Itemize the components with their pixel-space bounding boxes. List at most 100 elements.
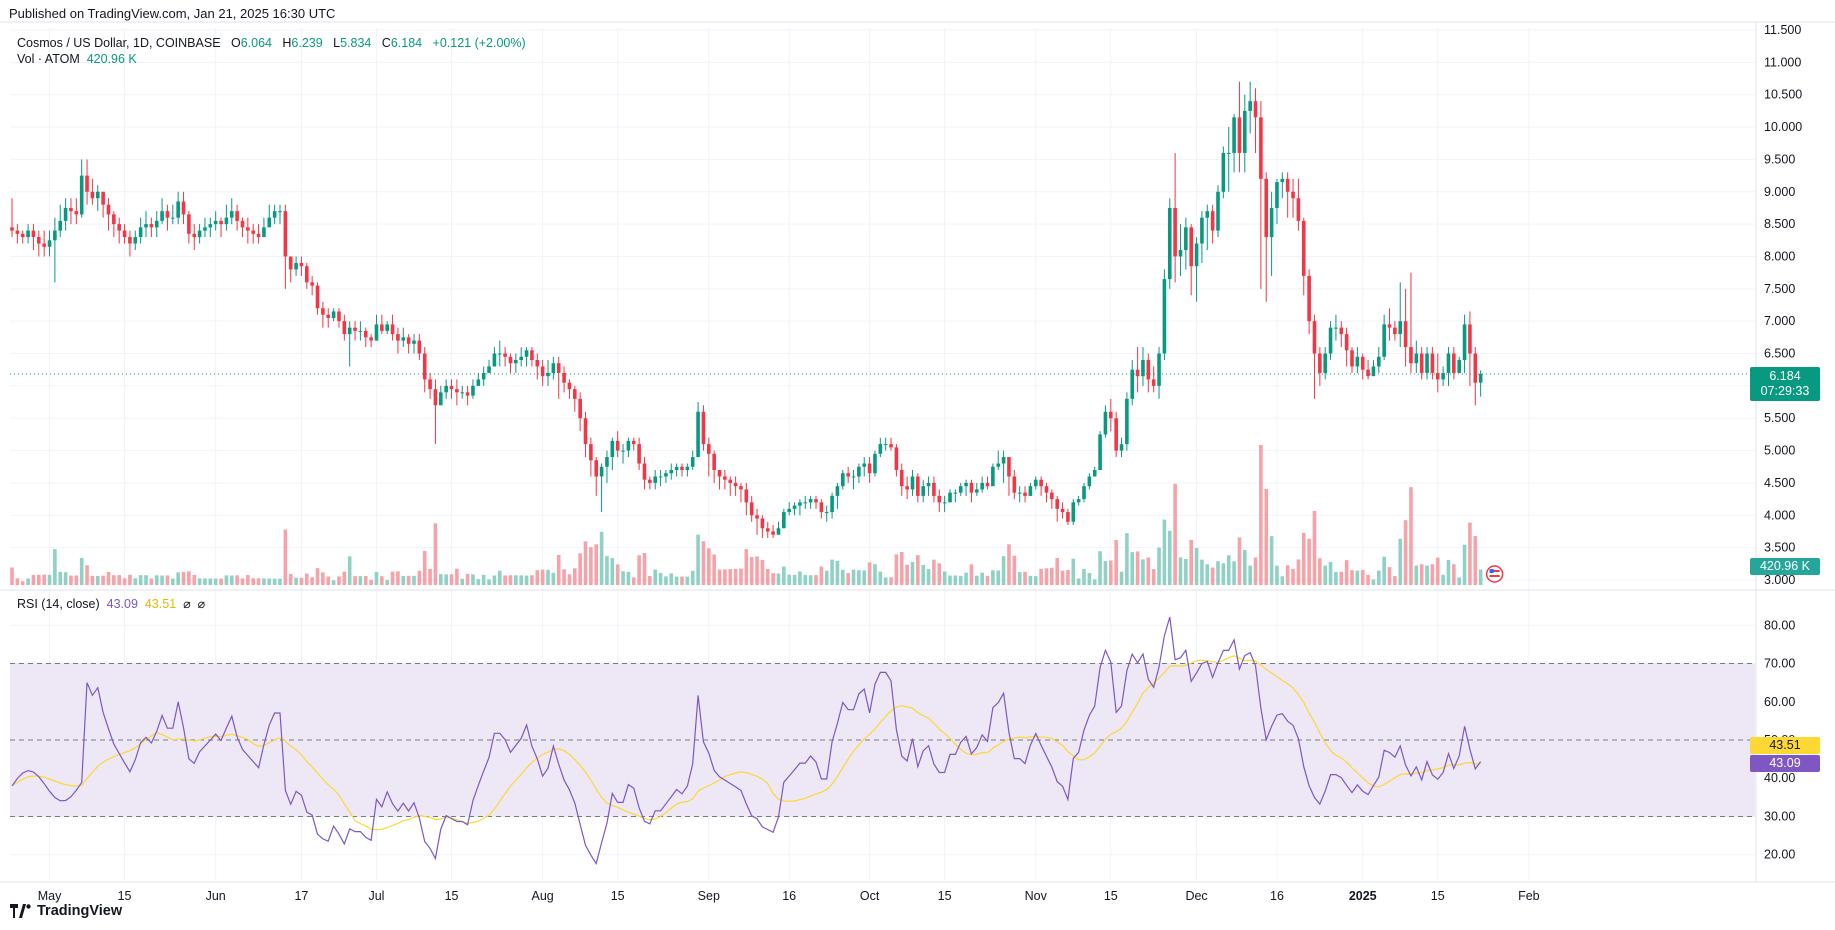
volume-bar [1403,520,1408,585]
volume-bar [251,578,255,585]
candle-body [969,482,974,493]
symbol-title[interactable]: Cosmos / US Dollar, 1D, COINBASE [17,36,221,50]
volume-bar [1323,565,1327,585]
volume-bar [229,575,234,585]
volume-bar [648,575,652,585]
volume-bar [1328,561,1333,585]
volume-bar [272,578,277,585]
candle-body [1135,369,1140,377]
candle-body [798,502,802,506]
volume-bar [481,574,486,585]
rsi-tick-label: 20.00 [1764,848,1795,862]
volume-bar [15,578,20,585]
volume-bar [321,572,325,585]
volume-bar [1216,561,1220,585]
volume-bar [776,573,781,585]
candle-body [937,495,942,503]
candle-body [203,227,207,231]
candle-body [739,486,743,490]
candle-body [642,463,647,480]
volume-bar [449,574,454,585]
candle-body [337,311,341,322]
volume-bar [771,573,775,585]
volume-bar [1060,570,1065,585]
hidden-plot-icon[interactable]: ⌀ [183,597,191,611]
time-tick-label: 17 [294,889,308,903]
tradingview-brand[interactable]: TradingView [10,903,122,919]
volume-bar [112,575,116,585]
candle-body [535,360,540,367]
volume-bar [985,575,990,585]
volume-bar [792,574,797,585]
volume-bar [401,575,406,585]
volume-bar [1275,565,1279,585]
candle-body [508,356,513,364]
candle-body [15,230,20,234]
volume-bar [1066,569,1070,585]
hidden-plot-icon[interactable]: ⌀ [197,597,206,611]
candle-body [1441,372,1445,380]
rsi-legend: RSI (14, close) 43.09 43.51 ⌀ ⌀ [17,596,205,611]
volume-bar [508,575,513,585]
candle-body [401,337,406,341]
time-tick-label: Dec [1185,889,1207,903]
candle-body [707,444,711,454]
volume-bar [932,559,936,585]
volume-bar [58,571,63,585]
candle-body [562,372,566,383]
volume-bar [765,569,770,585]
candle-body [1457,360,1461,373]
candle-body [181,201,186,215]
candle-body [1237,117,1242,153]
volume-bar [712,554,716,585]
volume-bar [583,541,588,585]
candle-body [444,385,448,393]
volume-bar [283,529,288,585]
candle-body [1221,152,1226,192]
candle-body [1452,353,1456,373]
volume-bar [69,575,73,585]
volume-bar [1226,555,1231,585]
volume-bar [1098,551,1102,585]
volume-bar [144,575,148,585]
volume-bar [128,574,132,585]
candle-body [1210,211,1215,231]
time-tick-label: Jul [368,889,384,903]
volume-bar [278,578,282,585]
candle-body [385,324,389,331]
candle-body [283,211,288,257]
candle-body [594,460,599,477]
volume-bar [353,576,357,585]
volume-label[interactable]: Vol · ATOM [17,52,80,66]
volume-bar [1243,550,1247,585]
volume-bar [830,559,834,585]
volume-bar [1001,556,1006,585]
candle-body [1435,372,1440,380]
rsi-tick-label: 30.00 [1764,809,1795,823]
volume-bar [1446,559,1451,585]
rsi-tick-label: 80.00 [1764,618,1795,632]
time-tick-label: 16 [1270,889,1284,903]
candle-body [219,220,223,225]
candle-body [138,227,143,238]
volume-bar [219,578,223,585]
volume-bar [240,578,245,585]
candle-body [465,392,470,396]
volume-bar [224,575,229,585]
volume-bar [562,569,566,585]
volume-bar [390,571,395,585]
rsi-label[interactable]: RSI (14, close) [17,597,100,611]
volume-bar [975,575,979,585]
candle-body [26,230,30,238]
volume-bar [455,568,459,585]
time-tick-label: 15 [118,889,132,903]
candle-body [1001,457,1006,464]
candle-body [1248,101,1252,111]
rsi-ma-value: 43.51 [144,597,177,611]
candle-body [369,337,373,341]
price-tick-label: 6.500 [1764,347,1795,361]
volume-bar [476,579,481,585]
volume-bar [95,575,100,585]
volume-bar [1280,576,1285,585]
